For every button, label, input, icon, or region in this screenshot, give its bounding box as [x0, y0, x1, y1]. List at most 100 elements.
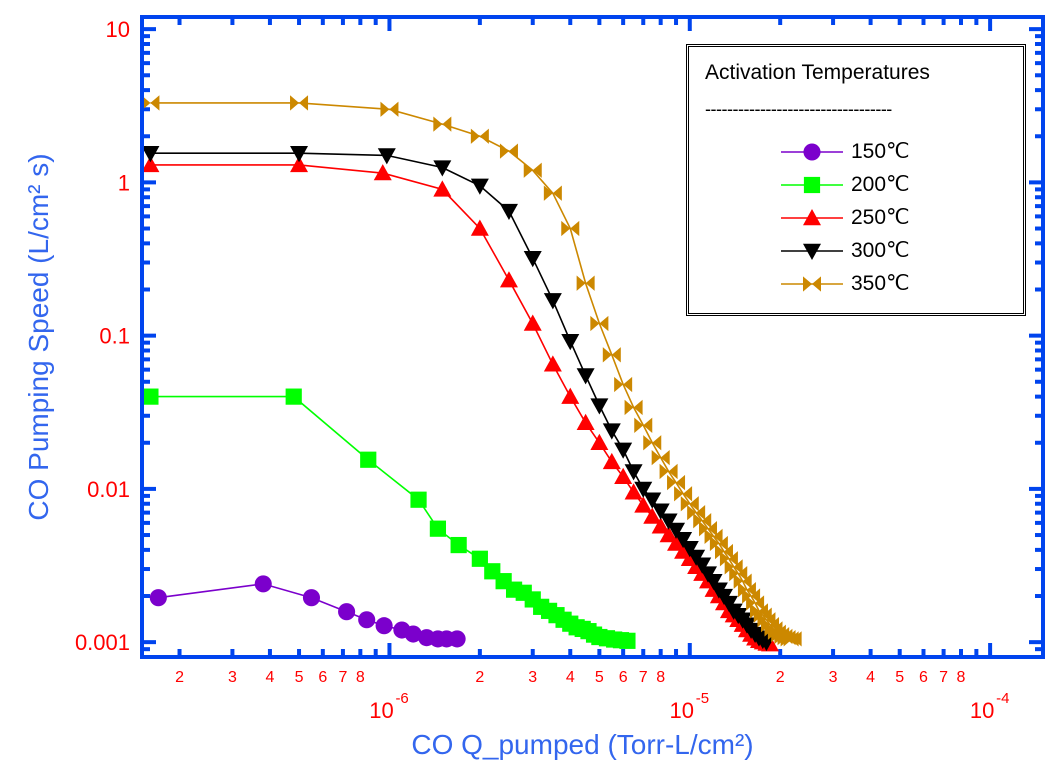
legend-swatch: [781, 143, 843, 161]
x-decade-tick-label: 10: [970, 698, 994, 723]
series-0: [149, 575, 466, 648]
x-decade-tick-exponent: -4: [996, 690, 1009, 707]
data-point: [471, 550, 488, 567]
data-point: [680, 541, 699, 558]
data-point: [724, 559, 743, 575]
data-point: [141, 95, 160, 111]
data-point: [590, 398, 609, 415]
legend-label: 250℃: [851, 206, 910, 229]
data-point: [651, 517, 670, 534]
data-point: [149, 589, 167, 607]
data-point: [358, 611, 376, 629]
x-minor-tick-label: 7: [338, 669, 347, 686]
data-point: [561, 387, 580, 404]
x-minor-tick-label: 3: [528, 669, 537, 686]
data-point: [757, 634, 776, 652]
data-point: [643, 507, 662, 524]
data-point: [634, 496, 653, 513]
legend-swatch-marker: [803, 143, 821, 161]
legend-label: 150℃: [851, 140, 910, 163]
data-point: [410, 491, 427, 508]
data-point: [523, 314, 542, 331]
legend-swatch: [781, 176, 843, 194]
data-point: [659, 463, 678, 480]
x-decade-tick-label: 10: [670, 698, 694, 723]
data-point: [602, 423, 621, 440]
data-point: [693, 513, 712, 529]
data-point: [561, 333, 580, 351]
plot-border: [140, 15, 1045, 659]
data-point: [674, 531, 693, 549]
x-minor-tick-label: 3: [228, 669, 237, 686]
legend-swatch-marker: [803, 209, 821, 226]
data-point: [667, 474, 686, 491]
data-point: [404, 625, 422, 643]
data-point: [499, 203, 518, 221]
data-point: [290, 155, 309, 173]
data-point: [433, 160, 452, 177]
data-point: [576, 368, 595, 385]
y-tick-label: 0.01: [87, 477, 130, 502]
data-point: [429, 520, 447, 537]
legend-swatch-marker: [803, 243, 821, 260]
data-point: [634, 417, 653, 433]
data-point: [614, 376, 633, 393]
y-axis-title: CO Pumping Speed (L/cm² s): [23, 153, 54, 520]
legend: Activation Temperatures ----------------…: [686, 44, 1026, 316]
data-point: [450, 536, 467, 554]
data-point: [285, 388, 302, 405]
x-decade-tick-exponent: -6: [395, 690, 408, 707]
data-point: [667, 534, 686, 551]
data-point: [141, 146, 160, 163]
x-minor-tick-label: 2: [776, 669, 785, 686]
data-point: [624, 464, 643, 481]
data-point: [141, 155, 160, 173]
x-decade-tick-exponent: -5: [696, 690, 709, 707]
legend-swatch: [781, 209, 843, 226]
data-point: [470, 128, 489, 144]
data-point: [375, 617, 393, 635]
data-point: [302, 589, 321, 607]
data-point: [715, 543, 734, 560]
data-point: [433, 180, 452, 197]
x-minor-tick-label: 2: [175, 669, 184, 686]
series-line: [150, 102, 793, 640]
data-point: [693, 557, 712, 574]
data-point: [651, 503, 670, 520]
data-point: [360, 451, 377, 468]
data-point: [719, 551, 738, 567]
x-minor-tick-label: 7: [939, 669, 948, 686]
x-minor-tick-label: 8: [356, 669, 365, 686]
legend-entry: 300℃: [689, 234, 1029, 268]
legend-entry: 200℃: [689, 168, 1029, 202]
data-point: [680, 496, 699, 512]
data-point: [590, 433, 609, 450]
data-point: [634, 481, 653, 498]
data-point: [643, 492, 662, 509]
data-point: [470, 219, 489, 236]
data-point: [614, 467, 633, 484]
data-point: [142, 388, 159, 405]
x-minor-tick-label: 6: [919, 669, 928, 686]
data-point: [523, 251, 542, 268]
series-line: [150, 152, 767, 643]
series-line: [150, 164, 771, 645]
legend-entry: 150℃: [689, 135, 1029, 169]
data-point: [561, 220, 580, 237]
data-point: [254, 575, 272, 593]
data-point: [704, 573, 723, 591]
y-tick-label: 0.001: [75, 630, 130, 655]
data-point: [576, 413, 595, 430]
data-point: [659, 526, 678, 543]
data-point: [704, 528, 723, 545]
legend-entry: 350℃: [689, 267, 1029, 301]
data-point: [699, 521, 718, 537]
data-point: [448, 630, 466, 648]
data-point: [523, 162, 542, 178]
x-minor-tick-label: 6: [318, 669, 327, 686]
data-point: [602, 347, 621, 363]
data-point: [674, 486, 693, 502]
x-minor-tick-label: 8: [957, 669, 966, 686]
